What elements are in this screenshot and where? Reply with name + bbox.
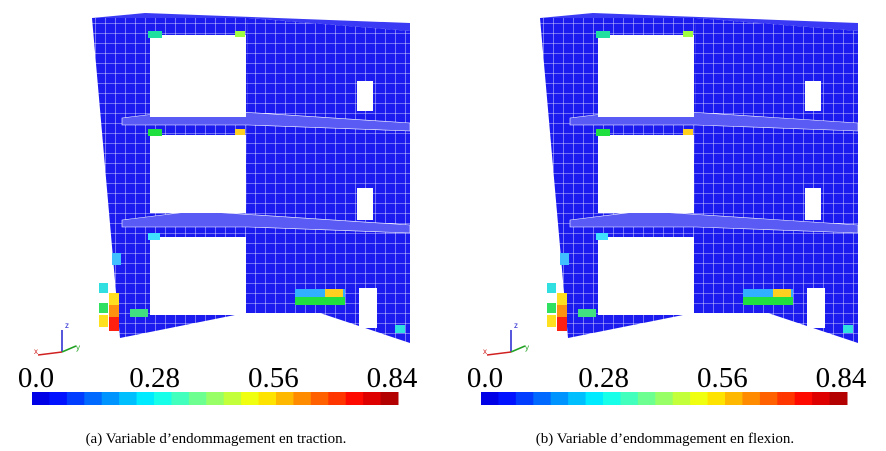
colorbar-segment (241, 392, 260, 405)
colorbar-tick-label: 0.84 (367, 362, 418, 394)
colorbar-segment (310, 392, 329, 405)
axis-label: x (34, 347, 38, 356)
colorbar-segment (136, 392, 155, 405)
colorbar-segment (725, 392, 743, 405)
colorbar-segment (276, 392, 294, 405)
colorbar-segment (171, 392, 190, 405)
colorbar-segment (32, 392, 50, 405)
colorbar-segment (620, 392, 639, 405)
axis-label: z (514, 321, 518, 330)
axis-label: x (483, 347, 487, 356)
colorbar-tick-label: 0.0 (467, 362, 503, 394)
colorbar-segment (188, 392, 207, 405)
building-mesh (540, 13, 858, 343)
colorbar-tick-label: 0.28 (129, 362, 180, 394)
colorbar-segment (603, 392, 621, 405)
colorbar-tick-label: 0.0 (18, 362, 54, 394)
colorbar-segment (585, 392, 604, 405)
colorbar-segment (672, 392, 691, 405)
colorbar-segment (380, 392, 399, 405)
colorbar-segment (812, 392, 831, 405)
colorbar-segment (101, 392, 120, 405)
colorbar-segment (206, 392, 225, 405)
colorbar-segment (498, 392, 517, 405)
colorbar-segment (777, 392, 796, 405)
colorbar-segment (328, 392, 347, 405)
axis-label: z (65, 321, 69, 330)
axis-arrow (486, 351, 512, 356)
colorbar-segment (515, 392, 534, 405)
colorbar-segment (533, 392, 552, 405)
colorbar-segment (690, 392, 709, 405)
colorbar-segment (707, 392, 726, 405)
colorbar-segment (829, 392, 848, 405)
colorbar-tick-label: 0.84 (816, 362, 867, 394)
colorbar-tick-label: 0.28 (578, 362, 629, 394)
caption: (b) Variable d’endommagement en flexion. (536, 431, 794, 447)
axis-arrow (510, 345, 526, 353)
colorbar-segment (293, 392, 312, 405)
axis-arrow (61, 345, 77, 353)
colorbar-segment (794, 392, 813, 405)
axis-label: y (525, 343, 529, 352)
colorbar-segment (84, 392, 103, 405)
colorbar-segment (637, 392, 656, 405)
colorbar-segment (154, 392, 172, 405)
colorbar-segment (258, 392, 277, 405)
colorbar-segment (66, 392, 85, 405)
colorbar-segment (119, 392, 138, 405)
colorbar-segment (223, 392, 242, 405)
colorbar-segment (568, 392, 587, 405)
colorbar-segment (742, 392, 761, 405)
colorbar-segment (345, 392, 364, 405)
colorbar-tick-label: 0.56 (697, 362, 748, 394)
colorbar-segment (363, 392, 382, 405)
colorbar-segment (759, 392, 778, 405)
colorbar-segment (481, 392, 499, 405)
colorbar-segment (550, 392, 569, 405)
colorbar-tick-label: 0.56 (248, 362, 299, 394)
building-mesh (92, 13, 410, 343)
colorbar-segment (49, 392, 68, 405)
colorbar-segment (655, 392, 674, 405)
axis-label: y (76, 343, 80, 352)
axis-arrow (37, 351, 63, 356)
caption: (a) Variable d’endommagement en traction… (86, 431, 347, 447)
